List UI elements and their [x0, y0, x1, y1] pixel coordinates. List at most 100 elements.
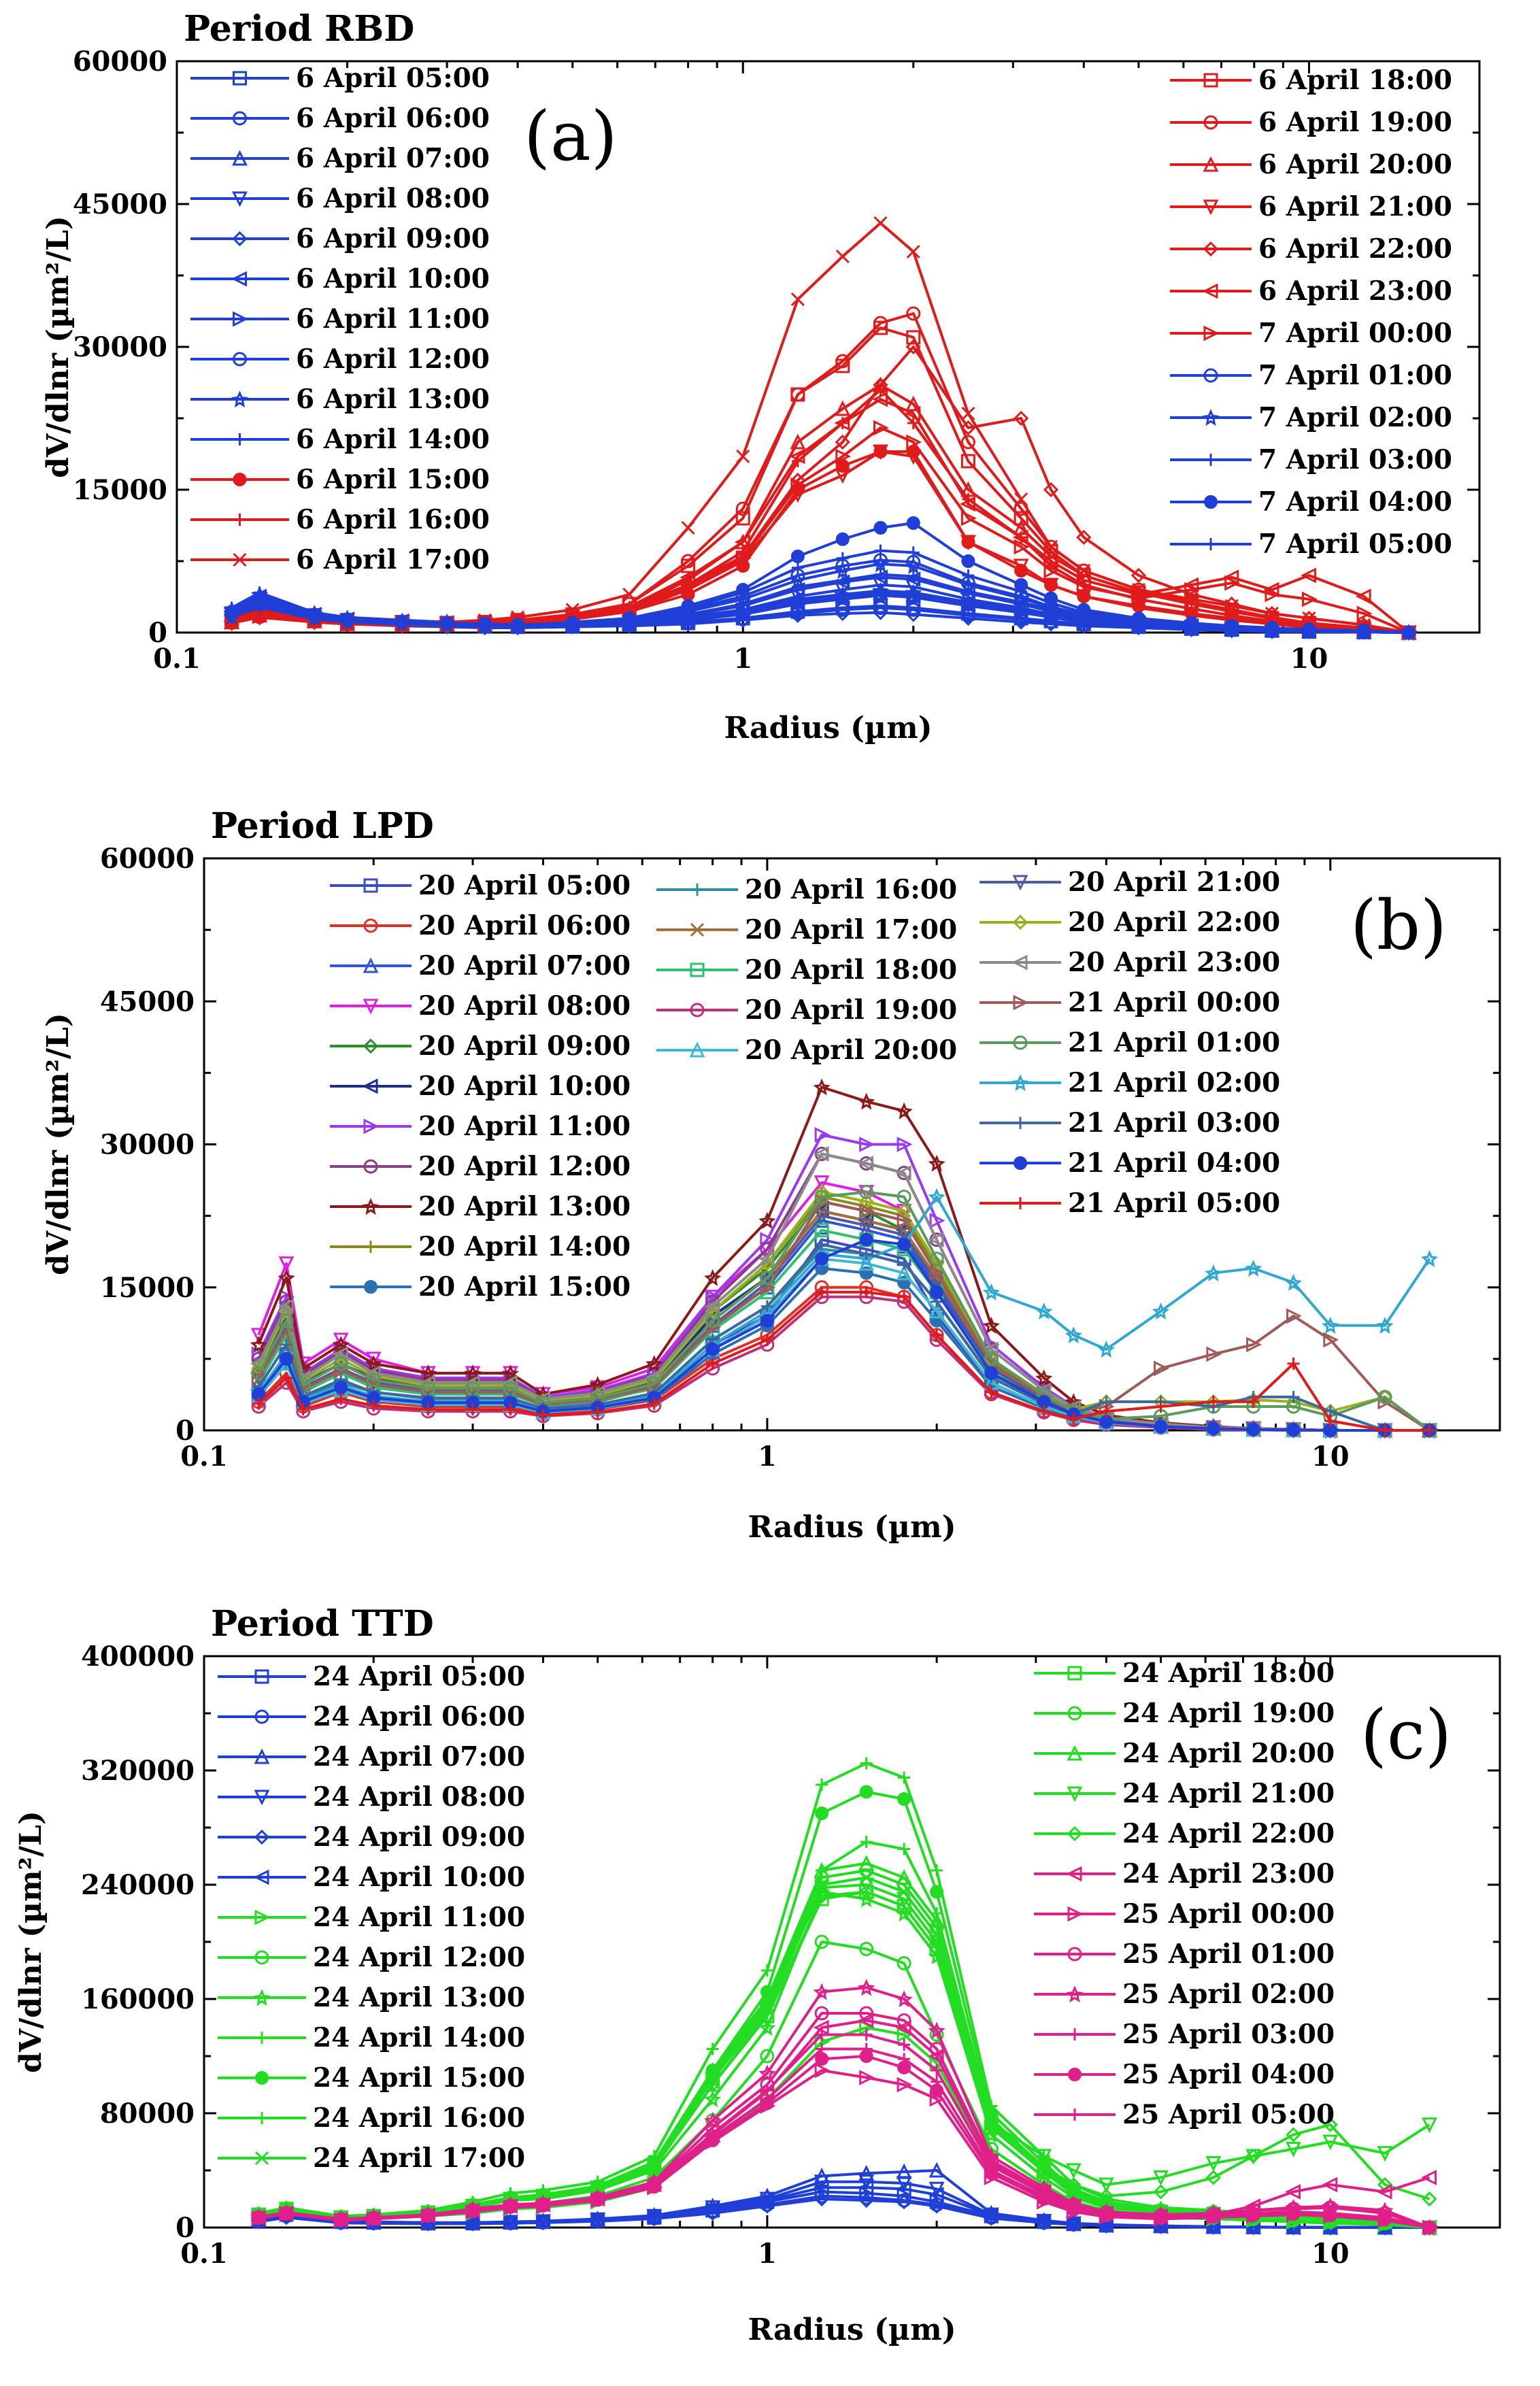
marker	[814, 1880, 830, 1896]
legend-item: 24 April 22:00	[1034, 1818, 1335, 1849]
marker	[225, 611, 238, 624]
y-axis: 0 80000 160000 240000 320000 400000	[81, 1641, 1500, 2244]
x-tick-label: 1	[733, 643, 752, 675]
series-line	[257, 1290, 1430, 1432]
legend-label: 21 April 01:00	[1068, 1027, 1280, 1058]
legend-item: 24 April 20:00	[1034, 1738, 1335, 1769]
marker	[233, 311, 248, 327]
legend-label: 20 April 21:00	[1068, 867, 1280, 898]
marker	[1301, 567, 1316, 584]
legend-item: 25 April 04:00	[1034, 2059, 1335, 2090]
marker	[835, 468, 851, 484]
marker	[860, 2028, 873, 2041]
marker	[906, 330, 921, 345]
marker	[982, 2147, 1000, 2165]
legend-label: 24 April 23:00	[1122, 1858, 1335, 1889]
marker	[873, 599, 888, 614]
marker	[704, 2111, 722, 2129]
marker	[928, 2162, 945, 2178]
panel-title: Period RBD	[184, 8, 414, 50]
marker	[1067, 1947, 1082, 1962]
series-group	[223, 216, 1418, 641]
marker	[1376, 2184, 1392, 2200]
marker	[1203, 199, 1219, 216]
marker	[233, 111, 247, 126]
marker	[1184, 582, 1201, 598]
marker	[1423, 1424, 1436, 1436]
marker	[895, 2181, 911, 2197]
legend-label: 24 April 19:00	[1122, 1698, 1335, 1729]
marker	[297, 1403, 309, 1416]
marker	[960, 610, 976, 626]
legend: 24 April 18:00 24 April 19:00 24 April 20:…	[1034, 1658, 1335, 2130]
legend-label: 24 April 08:00	[313, 1781, 525, 1813]
marker	[1066, 2177, 1082, 2193]
x-axis: 0.1 1 10	[180, 1656, 1501, 2270]
marker	[962, 598, 975, 610]
marker	[1152, 1302, 1170, 1320]
marker	[835, 249, 850, 264]
legend-item: 6 April 18:00	[1170, 65, 1452, 96]
legend-label: 21 April 05:00	[1068, 1188, 1280, 1219]
y-tick-label: 0	[148, 617, 167, 649]
marker	[836, 574, 849, 586]
legend: 20 April 16:00 20 April 17:00 20 April 18:…	[656, 874, 957, 1066]
marker	[464, 1364, 482, 1382]
marker	[858, 1092, 875, 1110]
legend-item: 20 April 07:00	[330, 950, 631, 981]
marker	[984, 2119, 999, 2136]
y-tick-label: 400000	[81, 1641, 195, 1673]
marker	[365, 1355, 382, 1373]
marker	[705, 1313, 720, 1328]
marker	[873, 444, 888, 460]
marker	[960, 481, 976, 497]
marker	[420, 1375, 435, 1391]
marker	[537, 2198, 550, 2211]
marker	[256, 2032, 268, 2044]
marker	[1203, 368, 1218, 383]
marker	[1224, 575, 1241, 591]
marker	[1421, 2170, 1437, 2185]
marker	[895, 1102, 913, 1120]
marker	[363, 1038, 379, 1054]
marker	[362, 1078, 378, 1094]
marker	[734, 534, 750, 550]
marker	[790, 387, 805, 402]
marker	[1245, 2148, 1261, 2164]
marker	[907, 417, 920, 429]
legend-item: 20 April 21:00	[980, 867, 1280, 898]
legend-item: 7 April 02:00	[1170, 402, 1452, 433]
marker	[233, 352, 247, 367]
marker	[928, 1303, 945, 1319]
y-tick-label: 45000	[100, 986, 195, 1018]
marker	[859, 1785, 873, 1799]
legend-label: 7 April 03:00	[1258, 444, 1452, 475]
panel-label: (a)	[524, 97, 618, 176]
marker	[930, 2083, 944, 2098]
legend-item: 24 April 11:00	[218, 1902, 525, 1933]
marker	[1422, 2117, 1437, 2134]
legend-item: 25 April 00:00	[1034, 1898, 1335, 1930]
marker	[835, 558, 850, 573]
legend-label: 6 April 23:00	[1258, 275, 1452, 307]
marker	[1265, 623, 1278, 636]
legend-item: 7 April 04:00	[1170, 486, 1452, 518]
marker	[960, 454, 975, 469]
marker	[1014, 501, 1028, 516]
marker	[704, 2090, 722, 2108]
marker	[859, 1232, 873, 1247]
marker	[760, 1271, 775, 1286]
marker	[816, 1286, 828, 1298]
x-tick-label: 10	[1311, 2238, 1350, 2270]
marker	[760, 2084, 773, 2097]
legend-item: 6 April 20:00	[1170, 149, 1452, 180]
legend-label: 20 April 23:00	[1068, 947, 1280, 978]
legend-item: 20 April 22:00	[980, 907, 1280, 938]
marker	[1076, 529, 1092, 545]
marker	[858, 1855, 875, 1870]
marker	[931, 1864, 943, 1877]
marker	[859, 2070, 875, 2085]
marker	[758, 1211, 776, 1229]
marker	[1014, 1197, 1026, 1209]
